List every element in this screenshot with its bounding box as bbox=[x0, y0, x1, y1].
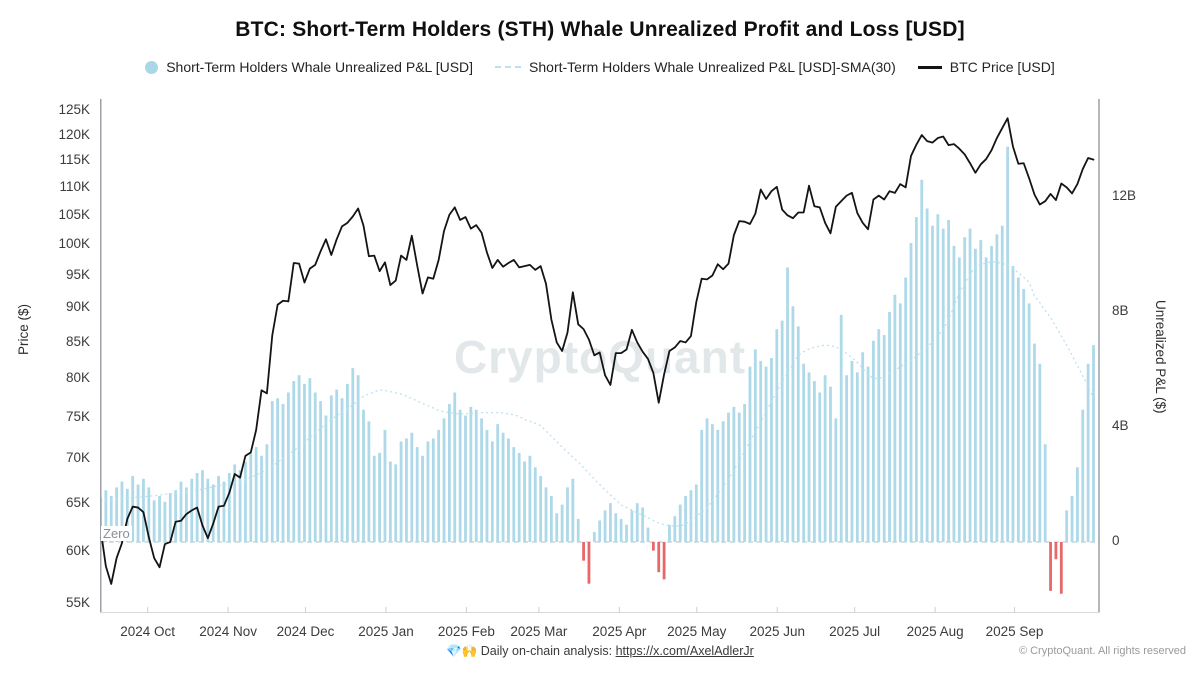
zero-line-label: Zero bbox=[101, 526, 132, 541]
dashed-line-icon bbox=[495, 66, 522, 68]
chart-title: BTC: Short-Term Holders (STH) Whale Unre… bbox=[235, 18, 965, 41]
left-axis-tick-label: 85K bbox=[65, 333, 90, 349]
x-axis-tick-label: 2025 Aug bbox=[906, 624, 964, 639]
legend-item-pnl[interactable]: Short-Term Holders Whale Unrealized P&L … bbox=[145, 59, 473, 75]
left-axis-tick-label: 65K bbox=[65, 494, 90, 510]
plot-area[interactable] bbox=[100, 95, 1100, 613]
left-axis-tick-label: 55K bbox=[65, 595, 90, 611]
legend-item-sma[interactable]: Short-Term Holders Whale Unrealized P&L … bbox=[495, 59, 896, 75]
x-axis-tick-label: 2025 Feb bbox=[437, 624, 495, 639]
circle-icon bbox=[145, 60, 159, 74]
left-axis-tick-label: 75K bbox=[65, 408, 90, 424]
left-axis-tick-label: 70K bbox=[65, 450, 90, 466]
x-axis-tick-label: 2025 Apr bbox=[592, 624, 647, 639]
footer-note: 💎🙌 Daily on-chain analysis: https://x.co… bbox=[0, 644, 1200, 659]
footer-link[interactable]: https://x.com/AxelAdlerJr bbox=[615, 644, 754, 658]
x-axis-tick-label: 2024 Oct bbox=[120, 624, 176, 639]
left-axis-tick-label: 110K bbox=[59, 178, 90, 194]
x-axis-tick-label: 2025 Jan bbox=[358, 624, 414, 639]
right-axis-title: Unrealized P&L ($) bbox=[1153, 300, 1168, 414]
left-axis-tick-label: 90K bbox=[65, 299, 90, 315]
left-axis-tick-label: 60K bbox=[65, 543, 90, 559]
x-axis-tick-label: 2024 Nov bbox=[199, 624, 257, 639]
footer-note-text: 💎🙌 Daily on-chain analysis: bbox=[446, 644, 616, 658]
legend-item-price[interactable]: BTC Price [USD] bbox=[917, 59, 1055, 75]
legend-item-label: BTC Price [USD] bbox=[949, 59, 1055, 75]
right-axis-tick-label: 12B bbox=[1112, 188, 1137, 203]
left-axis-tick-label: 120K bbox=[58, 126, 90, 142]
right-axis-tick-label: 4B bbox=[1112, 418, 1129, 433]
left-axis-tick-label: 100K bbox=[58, 236, 90, 252]
x-axis-tick-label: 2025 Mar bbox=[510, 624, 568, 639]
x-axis-tick-label: 2025 May bbox=[667, 624, 727, 639]
x-axis-tick-label: 2024 Dec bbox=[276, 624, 335, 639]
left-axis-tick-label: 95K bbox=[65, 266, 90, 282]
legend-item-label: Short-Term Holders Whale Unrealized P&L … bbox=[529, 59, 896, 75]
x-axis-tick-label: 2025 Jun bbox=[749, 624, 805, 639]
legend-item-label: Short-Term Holders Whale Unrealized P&L … bbox=[166, 59, 474, 75]
left-axis-tick-label: 105K bbox=[58, 206, 90, 222]
right-axis-tick-label: 8B bbox=[1112, 303, 1129, 318]
right-axis-tick-label: 0 bbox=[1112, 533, 1120, 548]
left-axis-tick-label: 80K bbox=[65, 370, 90, 386]
left-axis-tick-label: 115K bbox=[59, 152, 90, 168]
left-axis-tick-label: 125K bbox=[58, 102, 90, 117]
x-axis-tick-label: 2025 Sep bbox=[985, 624, 1044, 639]
solid-line-icon bbox=[917, 65, 942, 69]
x-axis-tick-label: 2025 Jul bbox=[829, 624, 881, 639]
copyright-text: © CryptoQuant. All rights reserved bbox=[1018, 645, 1186, 657]
legend: Short-Term Holders Whale Unrealized P&L … bbox=[0, 59, 1200, 75]
